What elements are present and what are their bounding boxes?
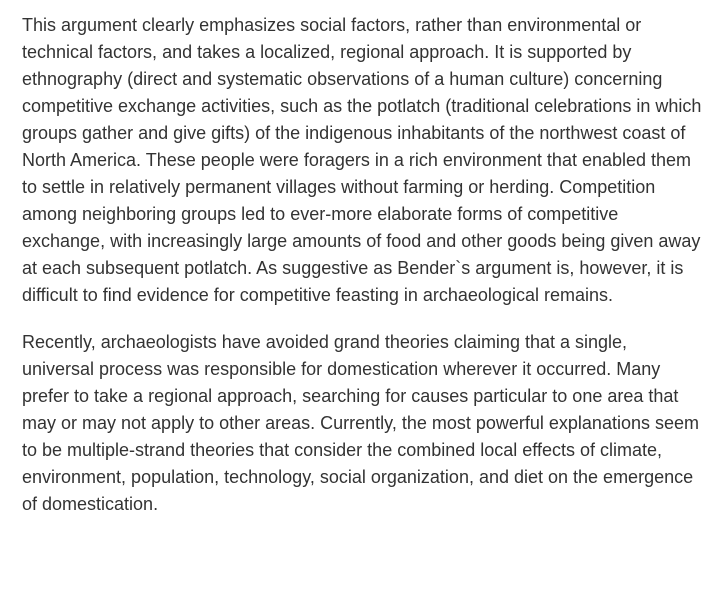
passage-paragraph-2: Recently, archaeologists have avoided gr… [22,332,699,514]
reading-passage: This argument clearly emphasizes social … [22,12,704,518]
passage-paragraph-1: This argument clearly emphasizes social … [22,15,702,305]
